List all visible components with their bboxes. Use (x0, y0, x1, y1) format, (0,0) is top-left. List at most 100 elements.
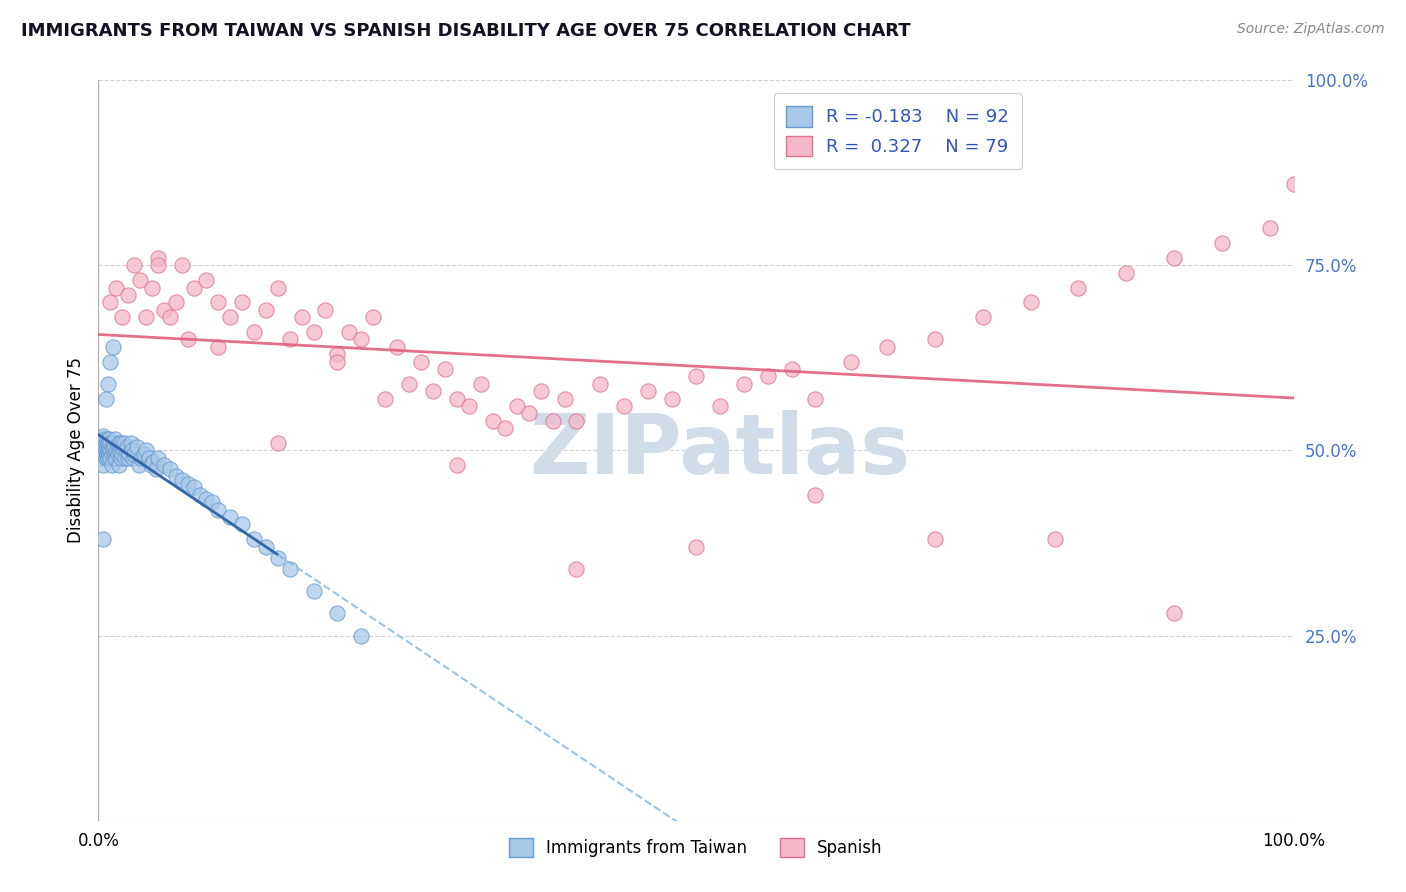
Point (98, 443, 122, 458)
Point (172, 259, 194, 273)
Point (183, 280, 205, 294)
Point (107, 447, 129, 461)
Point (207, 502, 229, 516)
Point (339, 325, 361, 339)
Point (105, 280, 128, 294)
Point (159, 462, 181, 476)
Point (94, 392, 117, 406)
Legend: Immigrants from Taiwan, Spanish: Immigrants from Taiwan, Spanish (503, 831, 889, 864)
Point (434, 362, 457, 376)
Point (172, 473, 194, 487)
Point (135, 443, 157, 458)
Point (93, 440, 115, 454)
Point (91, 447, 114, 461)
Point (315, 302, 337, 317)
Point (326, 354, 349, 368)
Point (219, 510, 242, 524)
Point (103, 440, 125, 454)
Point (685, 540, 707, 554)
Point (98, 447, 121, 461)
Point (94, 436, 117, 450)
Point (108, 443, 131, 458)
Point (128, 458, 150, 473)
Point (115, 440, 138, 454)
Point (153, 302, 176, 317)
Point (195, 491, 218, 506)
Point (139, 458, 162, 473)
Point (1258, 221, 1281, 235)
Point (1067, 280, 1090, 294)
Point (494, 421, 516, 435)
Point (326, 347, 349, 361)
Point (142, 454, 165, 468)
Point (1043, 533, 1066, 547)
Point (291, 310, 314, 325)
Point (101, 340, 124, 354)
Point (122, 450, 145, 465)
Point (243, 533, 266, 547)
Point (91, 533, 114, 547)
Point (100, 447, 122, 461)
Point (115, 443, 138, 458)
Point (104, 447, 127, 461)
Point (350, 628, 373, 642)
Point (924, 332, 946, 346)
Point (254, 540, 277, 554)
Point (1163, 251, 1185, 265)
Point (446, 392, 468, 406)
Point (132, 447, 155, 461)
Point (243, 325, 266, 339)
Point (177, 476, 200, 491)
Point (165, 295, 187, 310)
Point (613, 399, 636, 413)
Point (100, 440, 122, 454)
Point (114, 450, 136, 465)
Point (506, 399, 529, 413)
Point (111, 440, 134, 454)
Text: Source: ZipAtlas.com: Source: ZipAtlas.com (1237, 22, 1385, 37)
Point (100, 458, 122, 473)
Point (121, 443, 143, 458)
Point (111, 310, 134, 325)
Point (98, 436, 122, 450)
Point (733, 376, 755, 391)
Point (120, 436, 142, 450)
Point (98, 450, 122, 465)
Point (302, 584, 325, 599)
Text: ZIPatlas: ZIPatlas (530, 410, 910, 491)
Point (446, 458, 468, 473)
Point (104, 433, 127, 447)
Point (517, 407, 540, 421)
Point (1211, 236, 1233, 251)
Point (530, 384, 553, 399)
Point (153, 458, 176, 473)
Point (98, 433, 121, 447)
Point (117, 288, 139, 302)
Point (326, 607, 349, 621)
Point (1115, 266, 1137, 280)
Point (93, 433, 115, 447)
Point (709, 399, 731, 413)
Point (876, 340, 898, 354)
Point (554, 392, 576, 406)
Point (96, 433, 118, 447)
Point (1282, 177, 1305, 191)
Point (96, 440, 118, 454)
Point (278, 562, 301, 576)
Point (141, 280, 163, 294)
Point (841, 354, 863, 368)
Point (97, 436, 120, 450)
Point (94, 450, 117, 465)
Point (565, 414, 588, 428)
Point (541, 414, 564, 428)
Point (90, 450, 112, 465)
Point (231, 295, 253, 310)
Point (103, 450, 125, 465)
Point (110, 436, 132, 450)
Point (780, 362, 803, 376)
Point (637, 384, 659, 399)
Point (96, 447, 118, 461)
Point (135, 310, 157, 325)
Point (350, 332, 373, 346)
Point (105, 443, 128, 458)
